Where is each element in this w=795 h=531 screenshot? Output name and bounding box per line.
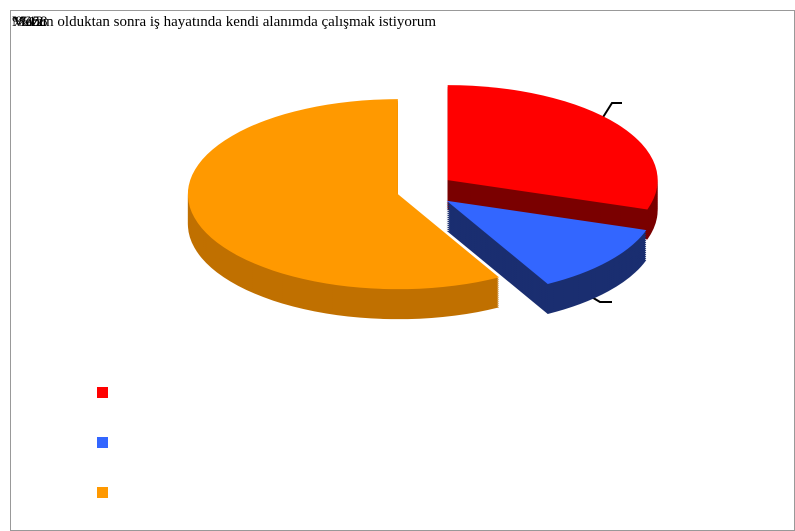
value-label: %12 [16,14,44,30]
pie-slice [187,99,500,290]
value-label: %30 [12,14,40,30]
legend-marker [97,487,108,498]
value-label: %58 [20,14,48,30]
legend-marker [97,387,108,398]
pie-slice [446,200,647,284]
legend-marker [97,437,108,448]
chart-title: Mezun olduktan sonra iş hayatında kendi … [12,14,436,30]
pie-slice [447,85,658,210]
leader-line [599,102,622,123]
